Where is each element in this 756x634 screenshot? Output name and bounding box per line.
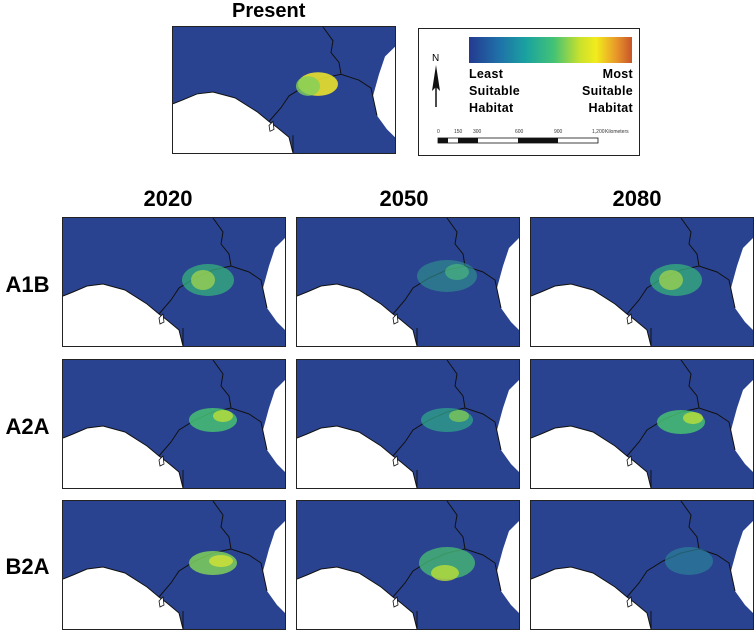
scale-unit: Kilometers: [605, 129, 629, 135]
land-mass: [531, 501, 753, 629]
scale-tick-600: 600: [515, 129, 524, 135]
legend-least-1: Least: [469, 67, 504, 81]
land-mass: [297, 360, 519, 488]
island: [158, 313, 165, 325]
coastline: [173, 91, 294, 153]
map-a2a-2020: [62, 359, 286, 489]
map-a1b-2020: [62, 217, 286, 347]
row-header-a2a: A2A: [5, 414, 50, 439]
suitability-color-ramp: [469, 37, 632, 63]
suitability-hotspot: [445, 264, 469, 280]
map-a2a-2020-graphic: [63, 360, 285, 488]
scale-tick-0: 0: [437, 129, 440, 135]
map-present: [172, 26, 396, 154]
coastline: [531, 425, 652, 488]
coastline: [531, 283, 652, 346]
island: [392, 455, 399, 467]
map-a1b-2050-graphic: [297, 218, 519, 346]
coastline: [297, 283, 418, 346]
north-label: N: [432, 53, 439, 64]
suitability-hotspot: [213, 410, 233, 422]
island: [626, 455, 633, 467]
land-mass: [173, 27, 395, 153]
column-header-2050: 2050: [379, 186, 429, 211]
row-header-a1b: A1B: [5, 272, 50, 297]
coastline: [63, 425, 184, 488]
map-b2a-2050-graphic: [297, 501, 519, 629]
map-a1b-2020-graphic: [63, 218, 285, 346]
island: [268, 120, 275, 132]
land-mass: [297, 501, 519, 629]
suitability-hotspot: [449, 410, 469, 422]
suitability-hotspot: [665, 547, 713, 575]
row-header-b2a: B2A: [5, 554, 50, 579]
column-header-2020: 2020: [143, 186, 193, 211]
legend-most-2: Suitable: [581, 84, 633, 98]
map-b2a-2020: [62, 500, 286, 630]
island: [626, 313, 633, 325]
legend-least-2: Suitable: [469, 84, 521, 98]
coastline: [297, 566, 418, 629]
suitability-hotspot: [296, 76, 320, 96]
map-a1b-2050: [296, 217, 520, 347]
suitability-hotspot: [209, 555, 233, 567]
present-title: Present: [232, 0, 306, 22]
legend-least-3: Habitat: [469, 101, 514, 115]
map-b2a-2050: [296, 500, 520, 630]
island: [392, 596, 399, 608]
map-a1b-2080: [530, 217, 754, 347]
suitability-hotspot: [683, 412, 703, 424]
map-present-graphic: [173, 27, 395, 153]
land-mass: [63, 501, 285, 629]
coastline: [63, 283, 184, 346]
scale-tick-300: 300: [473, 129, 482, 135]
map-a2a-2050-graphic: [297, 360, 519, 488]
scale-bar: 0 150 300 600 900 1,200 Kilometers: [437, 129, 637, 149]
land-mass: [63, 218, 285, 346]
column-header-2080: 2080: [612, 186, 662, 211]
north-arrow-icon: N: [432, 53, 440, 107]
suitability-hotspot: [431, 565, 459, 581]
legend-panel: N Least Suitable Habitat Most Suitable H…: [418, 28, 640, 156]
island: [158, 455, 165, 467]
island: [158, 596, 165, 608]
map-a1b-2080-graphic: [531, 218, 753, 346]
legend-most-3: Habitat: [588, 101, 633, 115]
scale-bar-graphic: [437, 137, 599, 144]
coastline: [297, 425, 418, 488]
map-b2a-2080: [530, 500, 754, 630]
suitability-hotspot: [659, 270, 683, 290]
coastline: [63, 566, 184, 629]
map-a2a-2080-graphic: [531, 360, 753, 488]
map-b2a-2080-graphic: [531, 501, 753, 629]
scale-tick-150: 150: [454, 129, 463, 135]
map-b2a-2020-graphic: [63, 501, 285, 629]
land-mass: [531, 218, 753, 346]
coastline: [531, 566, 652, 629]
island: [392, 313, 399, 325]
legend-most-1: Most: [602, 67, 633, 81]
scale-tick-900: 900: [554, 129, 563, 135]
land-mass: [531, 360, 753, 488]
island: [626, 596, 633, 608]
land-mass: [297, 218, 519, 346]
land-mass: [63, 360, 285, 488]
map-a2a-2050: [296, 359, 520, 489]
scale-tick-1200: 1,200: [592, 129, 605, 135]
suitability-hotspot: [191, 270, 215, 290]
map-a2a-2080: [530, 359, 754, 489]
